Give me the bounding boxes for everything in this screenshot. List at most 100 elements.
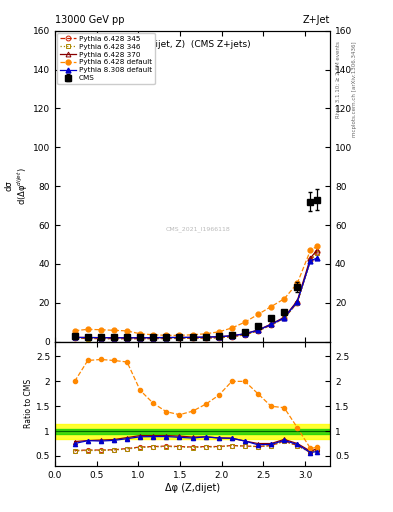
Pythia 6.428 370 xyxy=(99,334,103,340)
Pythia 6.428 default xyxy=(256,311,261,317)
Pythia 6.428 345 xyxy=(190,335,195,342)
Pythia 6.428 346 xyxy=(256,328,261,334)
Pythia 6.428 346 xyxy=(230,334,234,340)
Pythia 6.428 default xyxy=(308,247,313,253)
Text: mcplots.cern.ch [arXiv:1306.3436]: mcplots.cern.ch [arXiv:1306.3436] xyxy=(352,41,357,137)
Pythia 6.428 345 xyxy=(151,335,156,342)
Pythia 6.428 default xyxy=(217,329,221,335)
Pythia 8.308 default xyxy=(256,327,261,333)
Pythia 6.428 default xyxy=(112,327,116,333)
Pythia 6.428 default xyxy=(282,296,286,302)
Pythia 6.428 default xyxy=(269,304,274,310)
Pythia 6.428 345 xyxy=(203,335,208,341)
Y-axis label: Ratio to CMS: Ratio to CMS xyxy=(24,379,33,429)
Pythia 6.428 346 xyxy=(177,335,182,342)
Pythia 6.428 346 xyxy=(269,322,274,328)
Pythia 8.308 default xyxy=(190,334,195,340)
Pythia 6.428 345 xyxy=(177,335,182,342)
Pythia 6.428 346 xyxy=(151,335,156,342)
Pythia 6.428 345 xyxy=(217,335,221,341)
Pythia 6.428 default xyxy=(177,332,182,338)
Pythia 6.428 345 xyxy=(314,249,319,255)
Pythia 6.428 346 xyxy=(242,332,247,338)
Legend: Pythia 6.428 345, Pythia 6.428 346, Pythia 6.428 370, Pythia 6.428 default, Pyth: Pythia 6.428 345, Pythia 6.428 346, Pyth… xyxy=(57,33,155,84)
Pythia 6.428 370 xyxy=(72,334,77,340)
Pythia 6.428 default xyxy=(230,325,234,331)
Pythia 8.308 default xyxy=(99,335,103,341)
Pythia 6.428 default xyxy=(295,280,299,286)
Text: Rivet 3.1.10; ≥ 2.6M events: Rivet 3.1.10; ≥ 2.6M events xyxy=(336,41,341,118)
Pythia 6.428 370 xyxy=(138,335,143,341)
Pythia 6.428 default xyxy=(72,328,77,334)
Pythia 6.428 370 xyxy=(230,333,234,339)
Pythia 8.308 default xyxy=(308,258,313,264)
Pythia 8.308 default xyxy=(282,315,286,321)
Pythia 6.428 345 xyxy=(295,300,299,306)
Pythia 6.428 370 xyxy=(242,331,247,337)
Pythia 6.428 default xyxy=(190,332,195,338)
Pythia 6.428 345 xyxy=(242,332,247,338)
Pythia 6.428 346 xyxy=(282,315,286,322)
Pythia 6.428 default xyxy=(314,243,319,249)
Pythia 6.428 345 xyxy=(138,335,143,342)
Pythia 6.428 370 xyxy=(269,321,274,327)
Text: CMS_2021_I1966118: CMS_2021_I1966118 xyxy=(166,226,230,232)
Pythia 6.428 370 xyxy=(125,335,129,341)
Pythia 6.428 370 xyxy=(308,255,313,261)
Pythia 8.308 default xyxy=(314,255,319,261)
Pythia 6.428 345 xyxy=(256,328,261,334)
Pythia 6.428 default xyxy=(151,332,156,338)
Pythia 8.308 default xyxy=(72,334,77,340)
Y-axis label: dσ
d(Δφ$^{dijet}$): dσ d(Δφ$^{dijet}$) xyxy=(5,167,30,205)
Pythia 6.428 370 xyxy=(295,297,299,304)
Pythia 6.428 default xyxy=(242,319,247,325)
Line: Pythia 6.428 345: Pythia 6.428 345 xyxy=(72,250,320,341)
Pythia 8.308 default xyxy=(242,331,247,337)
Pythia 6.428 346 xyxy=(72,335,77,342)
Pythia 6.428 345 xyxy=(72,335,77,342)
Pythia 8.308 default xyxy=(269,322,274,328)
Pythia 6.428 default xyxy=(138,331,143,337)
Pythia 6.428 346 xyxy=(138,336,143,342)
Pythia 6.428 346 xyxy=(203,335,208,341)
Pythia 6.428 345 xyxy=(125,335,129,342)
Pythia 8.308 default xyxy=(138,335,143,341)
Line: Pythia 6.428 346: Pythia 6.428 346 xyxy=(72,251,320,341)
Pythia 6.428 370 xyxy=(190,334,195,340)
Pythia 6.428 346 xyxy=(217,335,221,341)
Text: Δφ(dijet, Z)  (CMS Z+jets): Δφ(dijet, Z) (CMS Z+jets) xyxy=(134,40,251,49)
Pythia 6.428 345 xyxy=(112,335,116,342)
Pythia 6.428 370 xyxy=(314,247,319,253)
Pythia 8.308 default xyxy=(295,298,299,305)
Pythia 8.308 default xyxy=(217,334,221,340)
Pythia 8.308 default xyxy=(112,335,116,341)
Pythia 6.428 370 xyxy=(177,334,182,340)
Text: 13000 GeV pp: 13000 GeV pp xyxy=(55,14,125,25)
Pythia 8.308 default xyxy=(125,335,129,341)
Pythia 6.428 345 xyxy=(164,335,169,342)
Pythia 6.428 370 xyxy=(256,327,261,333)
Pythia 6.428 346 xyxy=(164,335,169,342)
Pythia 6.428 370 xyxy=(282,314,286,321)
Pythia 6.428 345 xyxy=(269,322,274,328)
Pythia 6.428 346 xyxy=(190,335,195,342)
Pythia 6.428 default xyxy=(164,332,169,338)
Pythia 6.428 346 xyxy=(99,335,103,342)
Pythia 8.308 default xyxy=(164,334,169,340)
Pythia 6.428 345 xyxy=(99,335,103,342)
Pythia 6.428 default xyxy=(85,326,90,332)
Pythia 6.428 370 xyxy=(112,335,116,341)
Pythia 8.308 default xyxy=(203,334,208,340)
Pythia 6.428 346 xyxy=(112,336,116,342)
Pythia 6.428 370 xyxy=(164,334,169,340)
Pythia 6.428 346 xyxy=(125,336,129,342)
Pythia 8.308 default xyxy=(230,333,234,339)
Pythia 6.428 345 xyxy=(308,257,313,263)
Pythia 6.428 default xyxy=(99,327,103,333)
Pythia 6.428 346 xyxy=(295,300,299,306)
Pythia 6.428 345 xyxy=(282,315,286,322)
Pythia 6.428 370 xyxy=(217,334,221,340)
Pythia 8.308 default xyxy=(177,334,182,340)
Pythia 6.428 346 xyxy=(85,335,90,342)
Pythia 6.428 346 xyxy=(314,250,319,256)
